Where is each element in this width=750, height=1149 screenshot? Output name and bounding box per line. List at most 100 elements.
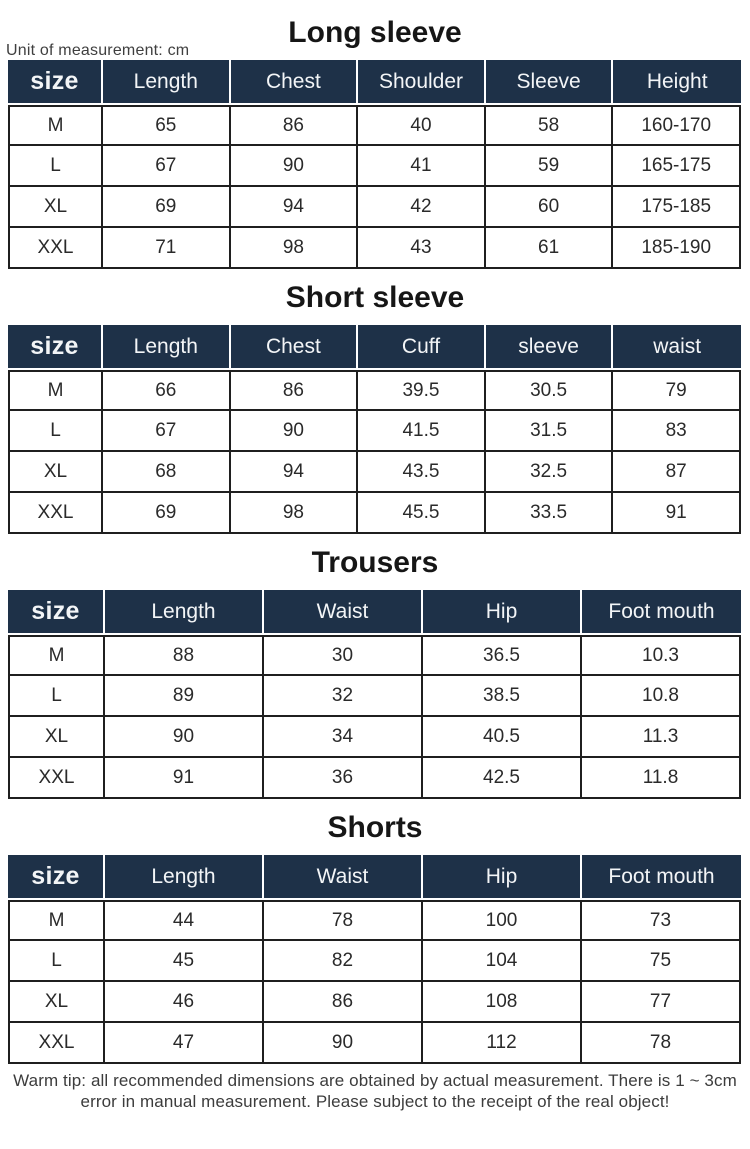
value-cell: 38.5 (423, 676, 582, 717)
header-row: size Length Chest Shoulder Sleeve Height (8, 60, 741, 105)
size-cell: XXL (8, 1023, 105, 1064)
column-header-hip: Hip (423, 590, 582, 635)
value-cell: 67 (103, 146, 231, 187)
column-header-size: size (8, 855, 105, 900)
column-header-size: size (8, 590, 105, 635)
column-header-foot-mouth: Foot mouth (582, 590, 741, 635)
value-cell: 89 (105, 676, 264, 717)
column-header-chest: Chest (230, 60, 359, 105)
value-cell: 33.5 (485, 493, 614, 534)
table-row: M 88 30 36.5 10.3 (8, 635, 741, 676)
value-cell: 75 (582, 941, 741, 982)
value-cell: 61 (485, 228, 614, 269)
value-cell: 43.5 (358, 452, 486, 493)
size-cell: XL (8, 452, 103, 493)
value-cell: 86 (264, 982, 423, 1023)
column-header-waist: Waist (264, 590, 423, 635)
table-row: XL 69 94 42 60 175-185 (8, 187, 741, 228)
size-cell: M (8, 900, 105, 941)
value-cell: 88 (105, 635, 264, 676)
value-cell: 60 (485, 187, 614, 228)
table-row: XXL 69 98 45.5 33.5 91 (8, 493, 741, 534)
value-cell: 104 (423, 941, 582, 982)
column-header-size: size (8, 325, 103, 370)
table-row: XL 46 86 108 77 (8, 982, 741, 1023)
size-cell: XXL (8, 493, 103, 534)
value-cell: 45 (105, 941, 264, 982)
table-row: L 67 90 41 59 165-175 (8, 146, 741, 187)
size-cell: M (8, 370, 103, 411)
column-header-foot-mouth: Foot mouth (582, 855, 741, 900)
value-cell: 98 (230, 493, 359, 534)
value-cell: 10.3 (582, 635, 741, 676)
value-cell: 44 (105, 900, 264, 941)
section-title-shorts: Shorts (327, 811, 423, 844)
value-cell: 30.5 (485, 370, 614, 411)
value-cell: 175-185 (613, 187, 741, 228)
value-cell: 47 (105, 1023, 264, 1064)
value-cell: 83 (613, 411, 741, 452)
table-row: M 65 86 40 58 160-170 (8, 105, 741, 146)
table-row: L 45 82 104 75 (8, 941, 741, 982)
value-cell: 78 (264, 900, 423, 941)
size-cell: L (8, 676, 105, 717)
shorts-table: size Length Waist Hip Foot mouth M 44 78 100 73 L 4… (8, 855, 741, 1064)
value-cell: 40.5 (423, 717, 582, 758)
value-cell: 90 (105, 717, 264, 758)
value-cell: 46 (105, 982, 264, 1023)
table-row: XXL 71 98 43 61 185-190 (8, 228, 741, 269)
table-row: M 66 86 39.5 30.5 79 (8, 370, 741, 411)
value-cell: 90 (264, 1023, 423, 1064)
section-title-long-sleeve: Long sleeve (288, 16, 462, 49)
value-cell: 91 (105, 758, 264, 799)
trousers-table-wrap: size Length Waist Hip Foot mouth M 88 30 36.5 10.… (0, 590, 750, 799)
value-cell: 41 (358, 146, 486, 187)
value-cell: 94 (230, 187, 359, 228)
table-row: L 67 90 41.5 31.5 83 (8, 411, 741, 452)
short-sleeve-table-wrap: size Length Chest Cuff sleeve waist M 66 86 39.5 3… (0, 325, 750, 534)
table-row: XL 90 34 40.5 11.3 (8, 717, 741, 758)
table-row: M 44 78 100 73 (8, 900, 741, 941)
short-sleeve-table: size Length Chest Cuff sleeve waist M 66 86 39.5 3… (8, 325, 741, 534)
value-cell: 58 (485, 105, 614, 146)
column-header-sleeve: Sleeve (485, 60, 614, 105)
size-cell: M (8, 635, 105, 676)
column-header-waist: Waist (264, 855, 423, 900)
column-header-length: Length (103, 60, 231, 105)
column-header-sleeve: sleeve (485, 325, 614, 370)
column-header-height: Height (613, 60, 741, 105)
value-cell: 87 (613, 452, 741, 493)
value-cell: 40 (358, 105, 486, 146)
column-header-hip: Hip (423, 855, 582, 900)
size-cell: XL (8, 982, 105, 1023)
value-cell: 36 (264, 758, 423, 799)
value-cell: 79 (613, 370, 741, 411)
value-cell: 185-190 (613, 228, 741, 269)
value-cell: 11.8 (582, 758, 741, 799)
value-cell: 112 (423, 1023, 582, 1064)
value-cell: 43 (358, 228, 486, 269)
trousers-table: size Length Waist Hip Foot mouth M 88 30 36.5 10.… (8, 590, 741, 799)
value-cell: 65 (103, 105, 231, 146)
value-cell: 34 (264, 717, 423, 758)
size-cell: XXL (8, 758, 105, 799)
value-cell: 90 (230, 146, 359, 187)
value-cell: 91 (613, 493, 741, 534)
table-row: XL 68 94 43.5 32.5 87 (8, 452, 741, 493)
column-header-length: Length (105, 855, 264, 900)
shorts-table-wrap: size Length Waist Hip Foot mouth M 44 78 100 73 L 4… (0, 855, 750, 1064)
value-cell: 11.3 (582, 717, 741, 758)
value-cell: 39.5 (358, 370, 486, 411)
value-cell: 10.8 (582, 676, 741, 717)
value-cell: 67 (103, 411, 231, 452)
value-cell: 78 (582, 1023, 741, 1064)
value-cell: 45.5 (358, 493, 486, 534)
value-cell: 36.5 (423, 635, 582, 676)
value-cell: 32.5 (485, 452, 614, 493)
value-cell: 94 (230, 452, 359, 493)
value-cell: 69 (103, 493, 231, 534)
column-header-size: size (8, 60, 103, 105)
size-cell: XL (8, 187, 103, 228)
table-row: L 89 32 38.5 10.8 (8, 676, 741, 717)
